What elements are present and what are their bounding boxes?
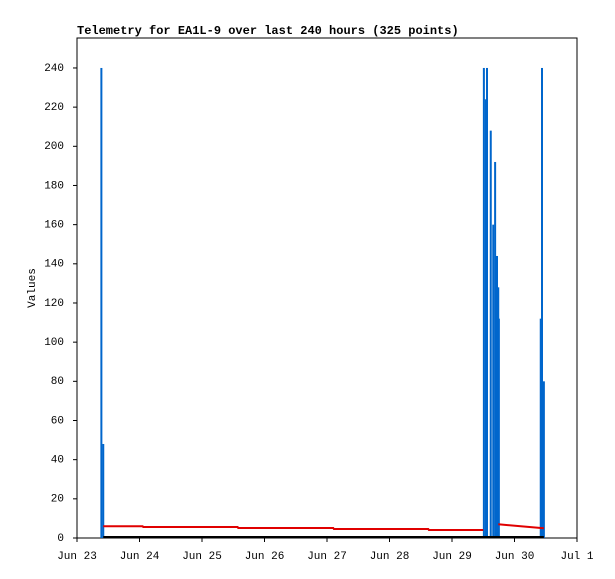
x-tick-label: Jun 28 [370, 551, 410, 563]
y-tick-label: 20 [51, 494, 64, 506]
bar [541, 67, 543, 538]
x-tick-label: Jun 24 [120, 551, 160, 563]
y-tick-label: 220 [44, 102, 64, 114]
bar [102, 443, 105, 538]
y-tick-label: 200 [44, 141, 64, 153]
bar [492, 224, 495, 538]
x-tick-label: Jun 26 [245, 551, 285, 563]
bar [482, 67, 485, 538]
y-tick-label: 60 [51, 415, 64, 427]
y-tick-label: 40 [51, 455, 64, 467]
y-tick-label: 80 [51, 376, 64, 388]
bar [494, 161, 497, 538]
y-tick-label: 140 [44, 259, 64, 271]
y-tick-label: 180 [44, 180, 64, 192]
plot-frame [76, 37, 578, 539]
x-tick-label: Jun 25 [182, 551, 222, 563]
y-axis-label: Values [27, 268, 39, 308]
x-tick-label: Jun 23 [57, 551, 97, 563]
bar [542, 381, 545, 538]
x-tick-label: Jun 30 [495, 551, 535, 563]
bar [496, 255, 498, 538]
y-tick-label: 160 [44, 220, 64, 232]
y-tick-label: 100 [44, 337, 64, 349]
bar [486, 67, 488, 538]
bar [484, 99, 487, 539]
bar [489, 130, 492, 538]
x-tick-label: Jun 29 [432, 551, 472, 563]
y-tick-label: 240 [44, 63, 64, 75]
chart-title: Telemetry for EA1L-9 over last 240 hours… [77, 24, 459, 38]
bar [497, 318, 500, 538]
y-tick-label: 0 [57, 533, 64, 545]
bar [539, 318, 542, 538]
x-tick-label: Jun 27 [307, 551, 347, 563]
x-tick-label: Jul 1 [560, 551, 593, 563]
y-tick-label: 120 [44, 298, 64, 310]
bar [100, 67, 103, 538]
line [103, 523, 544, 531]
